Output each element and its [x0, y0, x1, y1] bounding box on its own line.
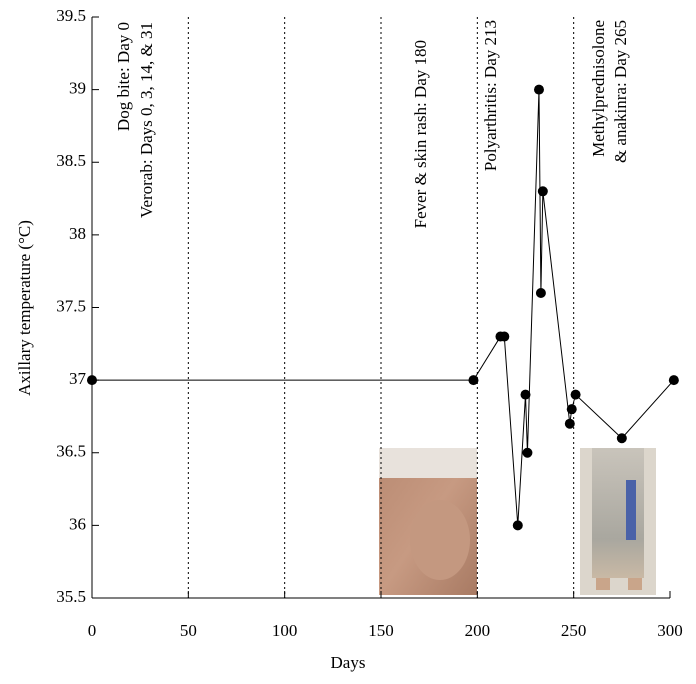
x-tick-label: 0 [88, 621, 97, 640]
annotation: & anakinra: Day 265 [611, 20, 630, 163]
annotation: Verorab: Days 0, 3, 14, & 31 [137, 22, 156, 218]
y-tick-label: 39.5 [56, 6, 86, 25]
x-tick-label: 50 [180, 621, 197, 640]
y-tick-label: 37.5 [56, 296, 86, 315]
data-point [468, 375, 478, 385]
y-tick-label: 38 [69, 224, 86, 243]
data-point [617, 433, 627, 443]
data-point [534, 85, 544, 95]
data-point [536, 288, 546, 298]
y-tick-label: 35.5 [56, 587, 86, 606]
data-point [571, 390, 581, 400]
x-tick-label: 300 [657, 621, 683, 640]
photo-legs [580, 448, 656, 595]
x-tick-label: 150 [368, 621, 394, 640]
y-tick-label: 36.5 [56, 442, 86, 461]
data-point [565, 419, 575, 429]
x-tick-label: 200 [465, 621, 491, 640]
data-point [87, 375, 97, 385]
data-point [538, 186, 548, 196]
data-point [567, 404, 577, 414]
annotation: Dog bite: Day 0 [114, 22, 133, 131]
data-point [499, 332, 509, 342]
annotation: Polyarthritis: Day 213 [481, 20, 500, 171]
x-tick-label: 100 [272, 621, 298, 640]
x-tick-label: 250 [561, 621, 587, 640]
data-point [522, 448, 532, 458]
y-axis-label: Axillary temperature (°C) [15, 220, 34, 396]
annotation: Methylprednisolone [589, 20, 608, 157]
x-axis-label: Days [331, 653, 366, 672]
y-tick-label: 36 [69, 514, 86, 533]
data-point [521, 390, 531, 400]
y-tick-label: 39 [69, 79, 86, 98]
annotation: Fever & skin rash: Day 180 [411, 40, 430, 228]
chart: Days Axillary temperature (°C) 35.5 36 36.… [0, 0, 696, 684]
y-tick-label: 37 [69, 369, 87, 388]
photo-rash [379, 448, 477, 595]
data-point [669, 375, 679, 385]
y-tick-label: 38.5 [56, 151, 86, 170]
data-point [513, 520, 523, 530]
